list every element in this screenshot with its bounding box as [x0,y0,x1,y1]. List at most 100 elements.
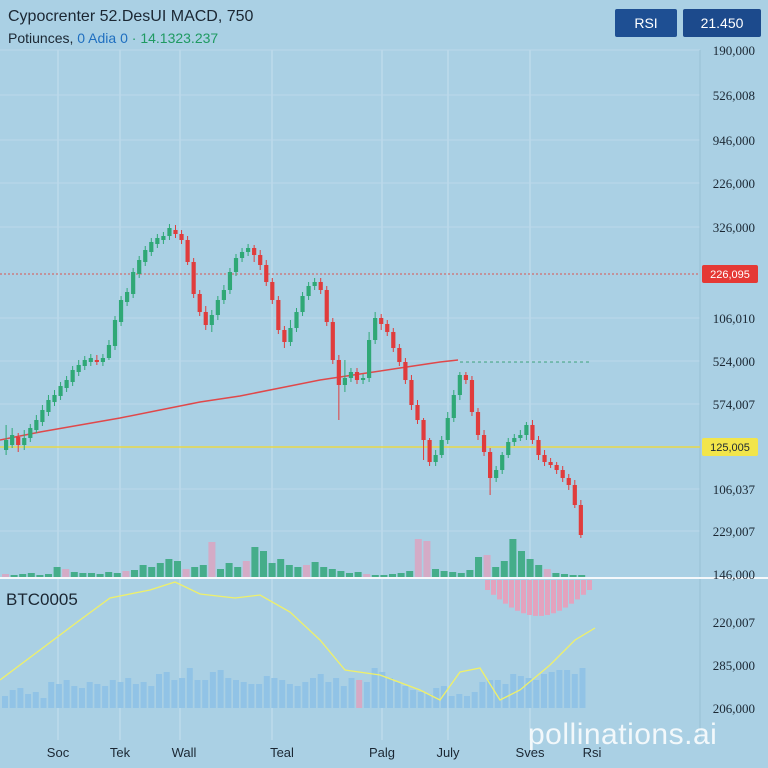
histogram-bar [575,580,580,600]
histogram-bar [569,580,574,604]
volume-bar [457,573,465,577]
lower-volume-bar [394,682,401,708]
volume-bar [466,570,474,577]
rsi-button[interactable]: RSI [615,9,677,37]
volume-bar [414,539,422,577]
candle-body [258,255,263,265]
lower-volume-bar [425,694,432,708]
histogram-bar [509,580,514,608]
candle-body [354,372,360,380]
volume-bar [423,541,431,577]
lower-volume-bar [217,670,224,708]
lower-volume-bar [71,686,78,708]
lower-volume-bar [233,680,239,708]
candle-body [288,328,293,342]
histogram-bar [515,580,520,611]
candle-body [143,250,148,262]
volume-bar [199,565,207,577]
lower-volume-bar [448,696,455,708]
candle-body [554,465,559,470]
lower-volume-bar [279,680,286,708]
lower-volume-bar [202,680,209,708]
price-axis-label: 526,008 [713,88,755,103]
volume-bar [475,557,482,577]
volume-bar [440,571,448,577]
volume-bar [569,575,577,577]
lower-volume-bar [225,678,232,708]
candle-body [70,370,75,382]
candle-body [560,470,565,478]
lower-volume-bar [209,672,216,708]
volume-bar [303,565,310,577]
histogram-bar [587,580,592,590]
candle-body [76,365,81,372]
candle-body [578,505,583,535]
lower-volume-bar [310,678,316,708]
volume-bar [578,575,586,577]
volume-bar [328,569,336,577]
lower-volume-bar [340,686,347,708]
value-button[interactable]: 21.450 [683,9,761,37]
candle-body [566,478,571,485]
candle-body [221,290,226,300]
candle-body [348,372,354,378]
price-axis-label: 574,007 [713,397,756,412]
lower-volume-bar [256,684,263,708]
volume-bar [182,569,190,577]
volume-bar [337,571,345,577]
candle-body [439,440,444,455]
volume-bar [148,567,156,577]
volume-bar [552,573,560,577]
candle-body [137,260,142,274]
candle-body [524,425,529,435]
lower-volume-bar [363,682,370,708]
volume-bar [285,565,293,577]
candle-body [82,360,87,366]
candle-body [94,360,99,362]
candle-body [457,375,462,395]
price-axis-label: 326,000 [713,220,755,235]
lower-volume-bar [556,670,563,708]
volume-bar [483,555,491,577]
candle-body [542,455,547,462]
candle-body [34,420,39,430]
candle-body [385,324,390,332]
lower-volume-bar [417,692,424,708]
histogram-bar [545,580,550,616]
volume-bar [561,574,568,577]
lower-volume-bar [17,688,24,708]
lower-volume-bar [2,696,8,708]
volume-bar [500,561,508,577]
lower-volume-bar [333,678,340,708]
lower-volume-bar [487,680,494,708]
lower-volume-bar [271,678,278,708]
volume-bar [234,567,242,577]
candle-body [572,485,577,505]
candle-body [209,315,214,325]
volume-bar [277,559,285,577]
candle-body [203,312,208,325]
lower-volume-bar [379,672,386,708]
candle-body [373,318,378,340]
candle-body [233,258,239,272]
candle-body [330,322,335,360]
lower-volume-bar [517,676,524,708]
lower-volume-bar [371,668,378,708]
candle-body [367,340,372,378]
volume-bar [535,565,543,577]
x-axis-label: Wall [172,745,197,760]
candle-body [215,300,220,315]
candle-body [282,330,287,342]
chart-subtitle: Potiunces, 0 Adia 0 · 14.1323.237 [8,30,218,46]
lower-volume-bar [55,684,62,708]
candle-body [252,248,257,255]
volume-bar [242,561,250,577]
volume-bar [518,551,525,577]
volume-bar [36,575,44,577]
lower-volume-bar [79,688,85,708]
candle-body [469,380,475,412]
candle-body [197,294,202,312]
histogram-bar [485,580,490,590]
x-axis-label: Tek [110,745,131,760]
